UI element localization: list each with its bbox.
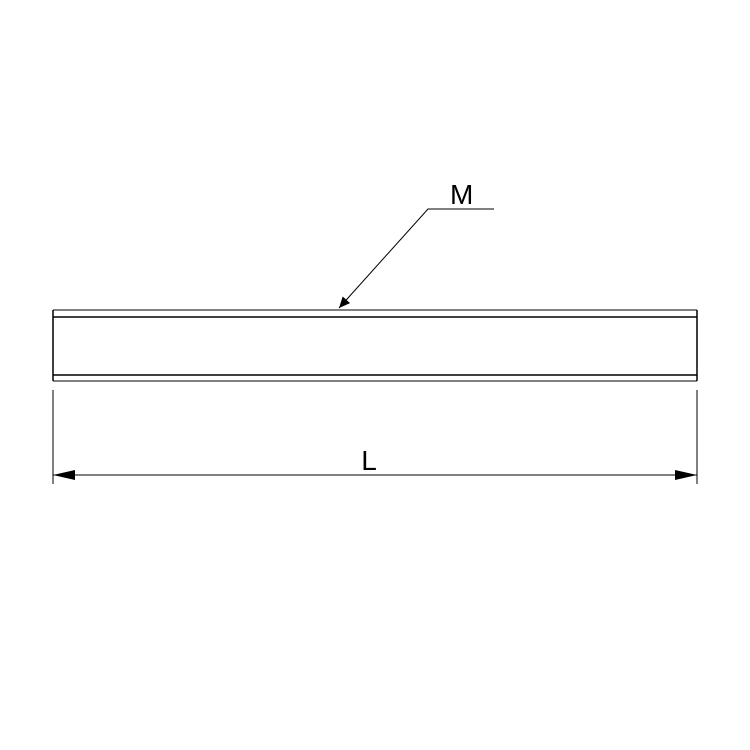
dimension-L-label: L: [361, 445, 377, 476]
callout-M-label: M: [450, 179, 473, 210]
dimension-L-arrow-right: [675, 470, 697, 480]
dimension-L: L: [53, 390, 697, 484]
dimension-L-arrow-left: [53, 470, 75, 480]
callout-M-leader: [339, 209, 494, 308]
threaded-rod-body: [53, 310, 697, 381]
callout-M: M: [339, 179, 494, 308]
